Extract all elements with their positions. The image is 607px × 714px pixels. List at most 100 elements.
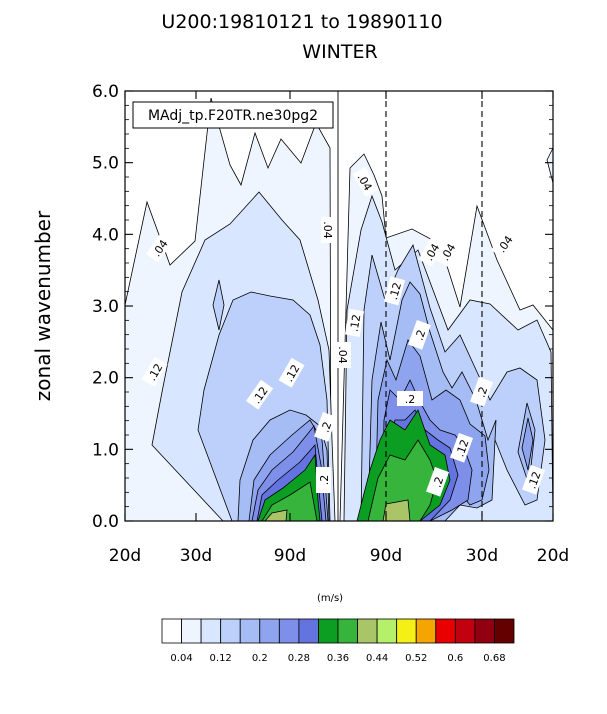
- y-tick-label: 3.0: [92, 297, 119, 317]
- contour-label-text: .04: [321, 221, 334, 239]
- contour-label: .2: [397, 391, 423, 406]
- contour-label-text: .2: [405, 393, 416, 406]
- colorbar-label: 0.04: [170, 653, 192, 664]
- contour-fills: [124, 97, 554, 522]
- contour-label-background: [141, 356, 168, 387]
- contour-label: .2: [408, 320, 432, 350]
- contour-label: .04: [336, 342, 351, 368]
- contour-label-text: .12: [525, 470, 543, 491]
- contour-label: .12: [383, 276, 406, 306]
- x-tick-label: 20d: [537, 546, 569, 566]
- contour-label-text: .2: [413, 328, 429, 342]
- contour-label-background: [522, 465, 546, 495]
- contour-label-text: .2: [319, 420, 335, 434]
- colorbar-swatch: [278, 618, 300, 644]
- contour-label-background: [245, 379, 274, 410]
- contour-fill-region: [546, 147, 554, 184]
- colorbar-swatch: [337, 618, 358, 644]
- contour-label-background: [352, 166, 379, 197]
- colorbar-label: 0.68: [483, 653, 505, 664]
- colorbar-swatch: [357, 618, 378, 644]
- chart-title: U200:19810121 to 19890110: [161, 11, 442, 33]
- x-tick-label: 20d: [109, 546, 141, 566]
- y-tick-label: 6.0: [92, 82, 119, 102]
- contour-label-background: [397, 391, 423, 406]
- contour-label: .12: [344, 308, 365, 338]
- contour-label: .2: [316, 467, 331, 493]
- contour-label-text: .2: [318, 475, 331, 486]
- x-tick-label: 90d: [370, 546, 402, 566]
- chart-subtitle: WINTER: [302, 41, 377, 63]
- contour-label-background: [434, 236, 461, 267]
- x-tick-label: 90d: [274, 546, 306, 566]
- colorbar-swatch: [298, 618, 319, 644]
- colorbar: 0.04 0.12 0.2 0.28 0.36 0.44 0.52 0.6 0.68: [161, 618, 515, 664]
- x-tick-label: 30d: [466, 546, 498, 566]
- colorbar-label: 0.2: [252, 653, 268, 664]
- contour-label-background: [408, 320, 432, 350]
- contour-label-background: [336, 342, 351, 368]
- contour-label-text: .2: [431, 475, 447, 489]
- contour-label-background: [383, 276, 406, 306]
- contour-fill-region: [212, 279, 225, 331]
- contour-fill-region: [367, 439, 438, 522]
- y-tick-label: 0.0: [92, 512, 119, 532]
- x-tick-label: 30d: [180, 546, 212, 566]
- contour-label-background: [490, 228, 519, 259]
- y-tick-label: 4.0: [92, 225, 119, 245]
- colorbar-swatch: [454, 618, 476, 644]
- colorbar-swatch: [200, 618, 222, 644]
- contour-label-background: [145, 232, 174, 263]
- contour-label: .2: [470, 377, 494, 407]
- chart-title-group: U200:19810121 to 19890110 WINTER: [161, 11, 442, 63]
- contour-label: .12: [450, 433, 474, 463]
- contour-label-text: .12: [453, 438, 471, 459]
- contour-label-background: [470, 377, 494, 407]
- y-tick-label: 1.0: [92, 440, 119, 460]
- contour-label-text: .04: [336, 346, 349, 364]
- colorbar-swatch: [161, 618, 182, 644]
- x-axis: 20d 30d 90d 90d 30d 20d: [109, 91, 569, 566]
- colorbar-swatch: [494, 618, 515, 644]
- colorbar-label: 0.12: [210, 653, 232, 664]
- colorbar-label: 0.44: [366, 653, 388, 664]
- colorbar-units: (m/s): [317, 593, 343, 604]
- contour-lines: [337, 91, 483, 521]
- contour-label-text: .12: [348, 313, 364, 332]
- colorbar-swatch: [239, 618, 261, 644]
- colorbar-label: 0.52: [405, 653, 427, 664]
- contour-label-background: [316, 467, 331, 493]
- contour-label: .04: [321, 217, 336, 243]
- colorbar-label: 0.28: [288, 653, 310, 664]
- contour-label: .2: [314, 412, 338, 442]
- contour-label-background: [426, 467, 450, 497]
- contour-label-background: [418, 236, 445, 267]
- contour-label-background: [450, 433, 474, 463]
- y-tick-label: 5.0: [92, 154, 119, 174]
- colorbar-swatch: [318, 618, 339, 644]
- contour-label-background: [278, 357, 305, 388]
- y-tick-label: 2.0: [92, 369, 119, 389]
- contour-fill-region: [521, 417, 534, 471]
- contour-label-text: .2: [475, 385, 491, 399]
- y-axis-label: zonal wavenumber: [31, 210, 55, 401]
- contour-label-background: [321, 217, 336, 243]
- colorbar-swatch: [376, 618, 398, 644]
- y-axis: 0.0 1.0 2.0 3.0 4.0 5.0 6.0: [92, 82, 553, 532]
- colorbar-swatch: [181, 618, 202, 644]
- contour-label-background: [344, 308, 365, 338]
- colorbar-swatch: [435, 618, 456, 644]
- colorbar-swatch: [220, 618, 241, 644]
- contour-label-text: .12: [387, 281, 404, 301]
- contour-label: .12: [522, 465, 546, 495]
- colorbar-swatch: [474, 618, 495, 644]
- colorbar-swatch: [415, 618, 437, 644]
- legend-label: MAdj_tp.F20TR.ne30pg2: [148, 108, 318, 124]
- legend-box: MAdj_tp.F20TR.ne30pg2: [132, 101, 334, 129]
- contour-label: .2: [426, 467, 450, 497]
- colorbar-label: 0.6: [447, 653, 463, 664]
- colorbar-label: 0.36: [327, 653, 349, 664]
- colorbar-swatch: [259, 618, 280, 644]
- contour-label-background: [314, 412, 338, 442]
